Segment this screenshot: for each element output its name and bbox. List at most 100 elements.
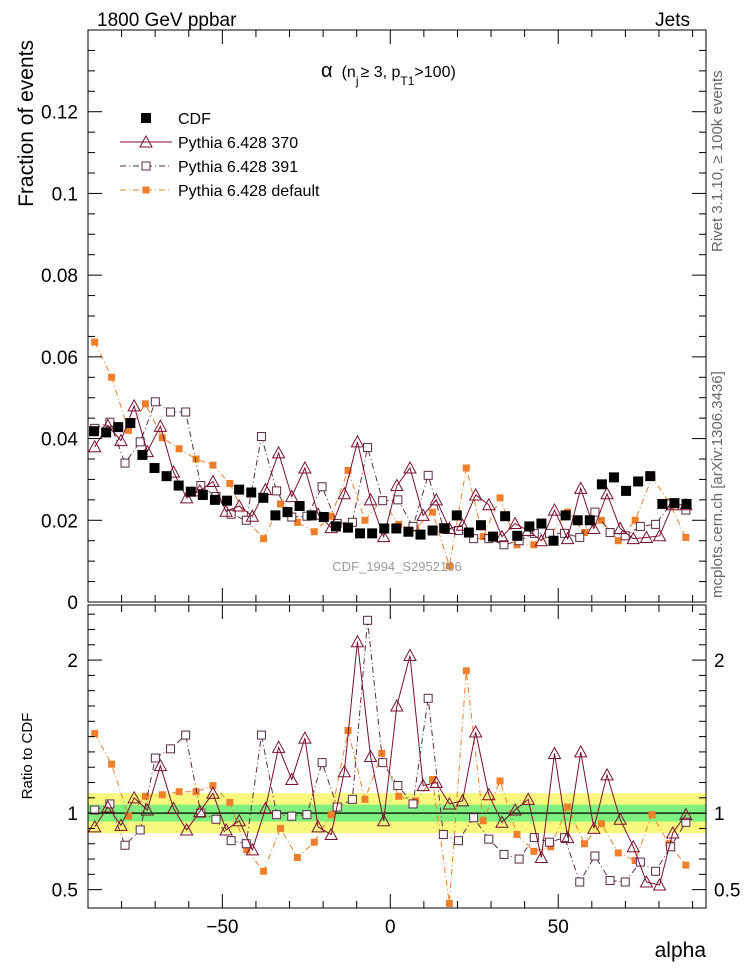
- ratio-pythia-6-428-391-point: [347, 794, 357, 804]
- ratio-pythia-6-428-391-point: [272, 810, 282, 820]
- xtick-label: 0: [385, 917, 396, 938]
- ratio-pythia-6-428-default-point: [496, 777, 504, 785]
- main-pythia-6-428-370-point: [206, 474, 220, 487]
- ratio-pythia-6-428-default-point: [260, 867, 268, 875]
- ratio-pythia-6-428-default-point: [395, 792, 403, 800]
- main-cdf-point: [379, 523, 390, 534]
- ratio-pythia-6-428-391-point: [256, 730, 266, 740]
- main-pythia-6-428-370-point: [429, 492, 444, 506]
- main-pythia-6-428-370-line: [94, 404, 686, 542]
- xaxis-label: alpha: [655, 939, 707, 962]
- ratio-pythia-6-428-370-point: [534, 850, 549, 863]
- main-cdf-point: [101, 427, 112, 438]
- ratio-pythia-6-428-391-point: [529, 833, 539, 843]
- main-pythia-6-428-default-point: [597, 516, 605, 524]
- main-cdf-series: [89, 418, 692, 546]
- main-pythia-6-428-391-point: [256, 432, 266, 442]
- ratio-pythia-6-428-391-point: [90, 805, 100, 815]
- ratio-pythia-6-428-370-point: [481, 787, 496, 801]
- main-pythia-6-428-370-series: [88, 398, 693, 547]
- main-ytick-label: 0.02: [41, 511, 78, 532]
- ratio-pythia-6-428-391-point: [120, 840, 130, 850]
- main-pythia-6-428-default-point: [175, 445, 183, 453]
- ratio-pythia-6-428-370-point: [153, 758, 168, 772]
- main-cdf-point: [173, 480, 184, 491]
- ratio-pythia-6-428-default-point: [597, 820, 605, 828]
- ratio-pythia-6-428-370-point: [219, 822, 233, 836]
- ratio-pythia-6-428-391-point: [135, 825, 145, 835]
- ratio-pythia-6-428-default-point: [293, 854, 301, 861]
- main-cdf-point: [306, 510, 317, 521]
- ratio-pythia-6-428-370-point: [376, 813, 391, 827]
- ratio-pythia-6-428-default-point: [648, 811, 656, 819]
- ratio-pythia-6-428-370-line: [94, 641, 687, 886]
- main-cdf-point: [427, 525, 438, 536]
- ratio-pythia-6-428-370-point: [626, 839, 641, 853]
- ratio-ytick-label: 2: [67, 651, 78, 672]
- main-pythia-6-428-370-point: [127, 398, 141, 412]
- main-cdf-point: [439, 523, 450, 534]
- legend-label: Pythia 6.428 370: [178, 135, 298, 152]
- ratio-pythia-6-428-391-point: [150, 753, 160, 763]
- ratio-pythia-6-428-391-point: [181, 730, 191, 740]
- ratio-pythia-6-428-370-point: [390, 698, 404, 712]
- main-cdf-point: [621, 485, 632, 496]
- ratio-pythia-6-428-370-point: [298, 731, 312, 744]
- main-pythia-6-428-391-point: [590, 507, 600, 517]
- ratio-pythia-6-428-370-point: [88, 819, 102, 833]
- header-energy: 1800 GeV ppbar: [97, 10, 237, 31]
- main-pythia-6-428-default-line: [94, 341, 687, 567]
- ratio-pythia-6-428-370-point: [442, 796, 457, 810]
- ratio-pythia-6-428-default-point: [513, 831, 521, 839]
- legend-marker: [142, 186, 150, 194]
- ratio-pythia-6-428-370-series: [88, 634, 693, 891]
- legend-item: Pythia 6.428 370: [120, 134, 298, 152]
- legend-item: CDF: [141, 111, 211, 128]
- main-cdf-point: [584, 515, 595, 526]
- ratio-pythia-6-428-default-point: [327, 811, 335, 819]
- ratio-pythia-6-428-default-point: [614, 849, 622, 857]
- ratio-pythia-6-428-default-point: [91, 730, 99, 738]
- main-pythia-6-428-default-point: [327, 512, 335, 520]
- main-cdf-point: [645, 471, 656, 482]
- main-cdf-point: [488, 531, 499, 542]
- main-pythia-6-428-default-point: [158, 434, 166, 442]
- ratio-pythia-6-428-391-point: [287, 811, 297, 821]
- main-pythia-6-428-370-point: [298, 460, 312, 474]
- main-pythia-6-428-default-point: [445, 562, 453, 570]
- main-pythia-6-428-370-point: [468, 487, 483, 501]
- main-ytick-label: 0.1: [52, 184, 78, 205]
- main-cdf-point: [403, 526, 414, 537]
- ratio-pythia-6-428-default-point: [547, 843, 555, 851]
- main-cdf-point: [222, 495, 233, 506]
- main-pythia-6-428-391-line: [94, 401, 687, 546]
- ratio-pythia-6-428-370-point: [665, 825, 680, 839]
- main-cdf-point: [596, 479, 607, 490]
- ratio-pythia-6-428-370-point: [101, 799, 115, 813]
- main-cdf-point: [451, 510, 462, 521]
- main-pythia-6-428-370-point: [547, 503, 562, 516]
- main-pythia-6-428-default-point: [141, 400, 149, 408]
- main-pythia-6-428-391-point: [393, 495, 403, 505]
- ratio-frame: [87, 604, 707, 909]
- ratio-pythia-6-428-391-point: [651, 866, 661, 876]
- ratio-pythia-6-428-370-point: [600, 767, 614, 781]
- ratio-pythia-6-428-391-point: [666, 842, 676, 852]
- main-ytick-label: 0: [67, 593, 78, 614]
- ratio-pythia-6-428-default-point: [175, 788, 183, 796]
- side-label-rivet: Rivet 3.1.10, ≥ 100k events: [709, 70, 726, 252]
- ratio-pythia-6-428-391-point: [378, 758, 388, 768]
- ratio-pythia-6-428-370-point: [521, 792, 536, 805]
- main-pythia-6-428-default-point: [631, 516, 639, 524]
- ratio-pythia-6-428-default-point: [108, 760, 116, 768]
- main-cdf-point: [342, 522, 353, 533]
- ratio-pythia-6-428-391-point: [423, 693, 433, 703]
- main-cdf-point: [475, 520, 486, 531]
- main-pythia-6-428-370-point: [560, 531, 575, 545]
- ratio-pythia-6-428-default-point: [682, 861, 690, 869]
- main-pythia-6-428-370-point: [114, 433, 128, 447]
- main-pythia-6-428-370-point: [587, 521, 601, 534]
- ratio-pythia-6-428-391-point: [544, 837, 554, 847]
- main-pythia-6-428-370-point: [245, 509, 260, 522]
- main-pythia-6-428-391-point: [272, 486, 282, 496]
